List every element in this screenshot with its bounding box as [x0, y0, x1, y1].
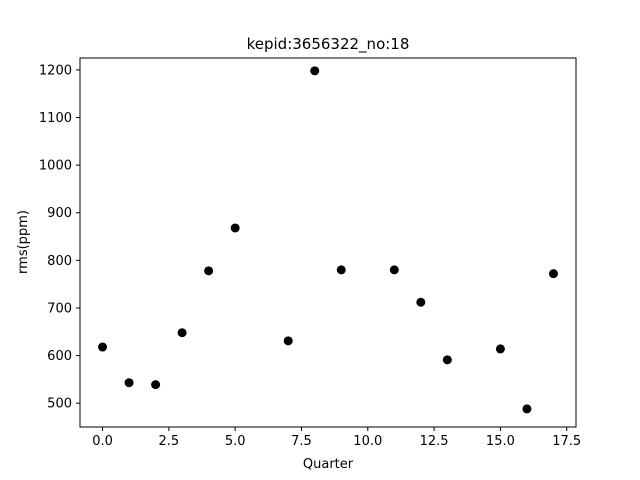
data-point-7 [310, 66, 320, 76]
data-point-0 [98, 342, 108, 352]
data-point-5 [230, 223, 240, 233]
data-point-8 [336, 265, 346, 275]
y-tick-label: 600 [47, 349, 72, 364]
data-point-13 [522, 404, 532, 414]
plot-frame [79, 57, 577, 428]
x-tick-label: 7.5 [291, 434, 312, 449]
y-tick-label: 800 [47, 254, 72, 269]
y-axis-label: rms(ppm) [16, 210, 31, 274]
data-point-1 [124, 378, 134, 388]
data-point-11 [442, 355, 452, 365]
x-tick-label: 17.5 [552, 434, 581, 449]
plot-area [98, 66, 558, 414]
data-point-2 [151, 380, 161, 390]
x-tick-label: 5.0 [225, 434, 246, 449]
x-tick-label: 2.5 [159, 434, 180, 449]
y-tick-label: 900 [47, 206, 72, 221]
x-axis-label: Quarter [303, 457, 354, 472]
data-point-9 [389, 265, 399, 275]
data-point-14 [548, 269, 558, 279]
data-point-12 [495, 344, 505, 354]
data-point-10 [416, 297, 426, 307]
data-point-6 [283, 336, 293, 346]
x-tick-label: 10.0 [353, 434, 382, 449]
x-tick-label: 15.0 [486, 434, 515, 449]
y-tick-label: 1000 [39, 159, 72, 174]
y-tick-label: 1200 [39, 63, 72, 78]
y-axis: 500 600 700 800 900 1000 1100 1200 [39, 63, 80, 412]
y-tick-label: 700 [47, 301, 72, 316]
x-tick-label: 0.0 [92, 434, 113, 449]
y-tick-label: 1100 [39, 111, 72, 126]
y-tick-label: 500 [47, 397, 72, 412]
x-tick-label: 12.5 [420, 434, 449, 449]
data-point-4 [204, 266, 214, 276]
x-axis: 0.0 2.5 5.0 7.5 10.0 12.5 15.0 17.5 [92, 427, 581, 449]
chart-title: kepid:3656322_no:18 [247, 35, 410, 54]
data-point-3 [177, 328, 187, 338]
